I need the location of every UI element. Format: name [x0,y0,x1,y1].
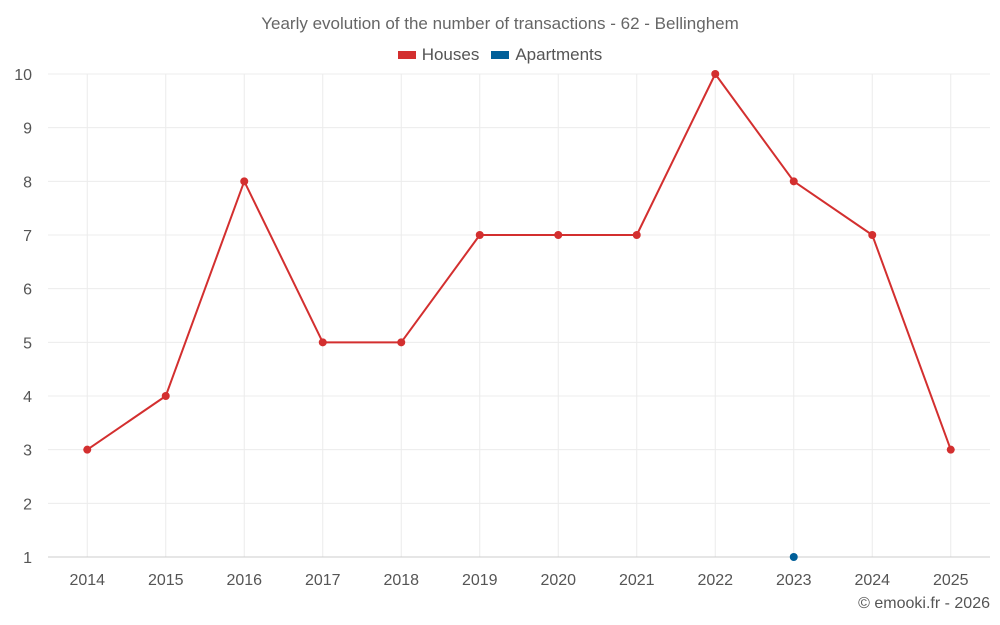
x-tick-label-2015: 2015 [148,572,184,589]
legend-label-apartments: Apartments [515,45,603,64]
y-tick-label-6: 6 [23,282,32,299]
data-point-houses-2017 [318,338,327,347]
data-point-houses-2019 [475,231,484,239]
y-tick-label-1: 1 [23,550,32,567]
y-tick-label-3: 3 [23,443,32,460]
y-tick-label-4: 4 [23,389,32,406]
legend-label-houses: Houses [421,45,480,64]
y-tick-label-10: 10 [14,67,32,84]
x-tick-label-2014: 2014 [69,572,105,589]
x-tick-label-2016: 2016 [226,572,262,589]
credit-text: © emooki.fr - 2026 [858,595,990,612]
data-point-houses-2014 [83,445,92,454]
data-point-houses-2018 [397,338,406,347]
chart-title: Yearly evolution of the number of transa… [261,14,739,33]
legend-swatch-houses [397,51,416,59]
data-point-houses-2022 [711,70,720,78]
x-tick-label-2019: 2019 [462,572,498,589]
legend-swatch-apartments [491,51,510,59]
data-point-houses-2025 [946,445,955,454]
x-tick-label-2024: 2024 [854,572,890,589]
x-tick-label-2017: 2017 [305,572,341,589]
y-tick-label-5: 5 [23,335,32,352]
legend-item-apartments[interactable]: Apartments [491,45,602,65]
x-tick-label-2022: 2022 [697,572,733,589]
x-tick-label-2018: 2018 [383,572,419,589]
y-tick-label-8: 8 [23,174,32,191]
data-point-houses-2015 [161,392,170,400]
data-point-houses-2023 [789,177,798,186]
x-tick-label-2020: 2020 [540,572,576,589]
y-tick-label-9: 9 [23,121,32,138]
x-tick-label-2023: 2023 [776,572,812,589]
legend: Houses Apartments [0,45,1000,65]
data-point-apartments-2023 [789,553,798,561]
data-point-houses-2021 [632,231,641,239]
data-point-houses-2024 [868,231,877,239]
y-tick-label-2: 2 [23,496,32,513]
y-tick-label-7: 7 [23,228,32,245]
x-tick-label-2025: 2025 [933,572,969,589]
legend-item-houses[interactable]: Houses [397,45,480,65]
data-point-houses-2016 [240,177,249,186]
x-tick-label-2021: 2021 [619,572,655,589]
series-line-houses [86,73,952,451]
data-point-houses-2020 [554,231,563,239]
